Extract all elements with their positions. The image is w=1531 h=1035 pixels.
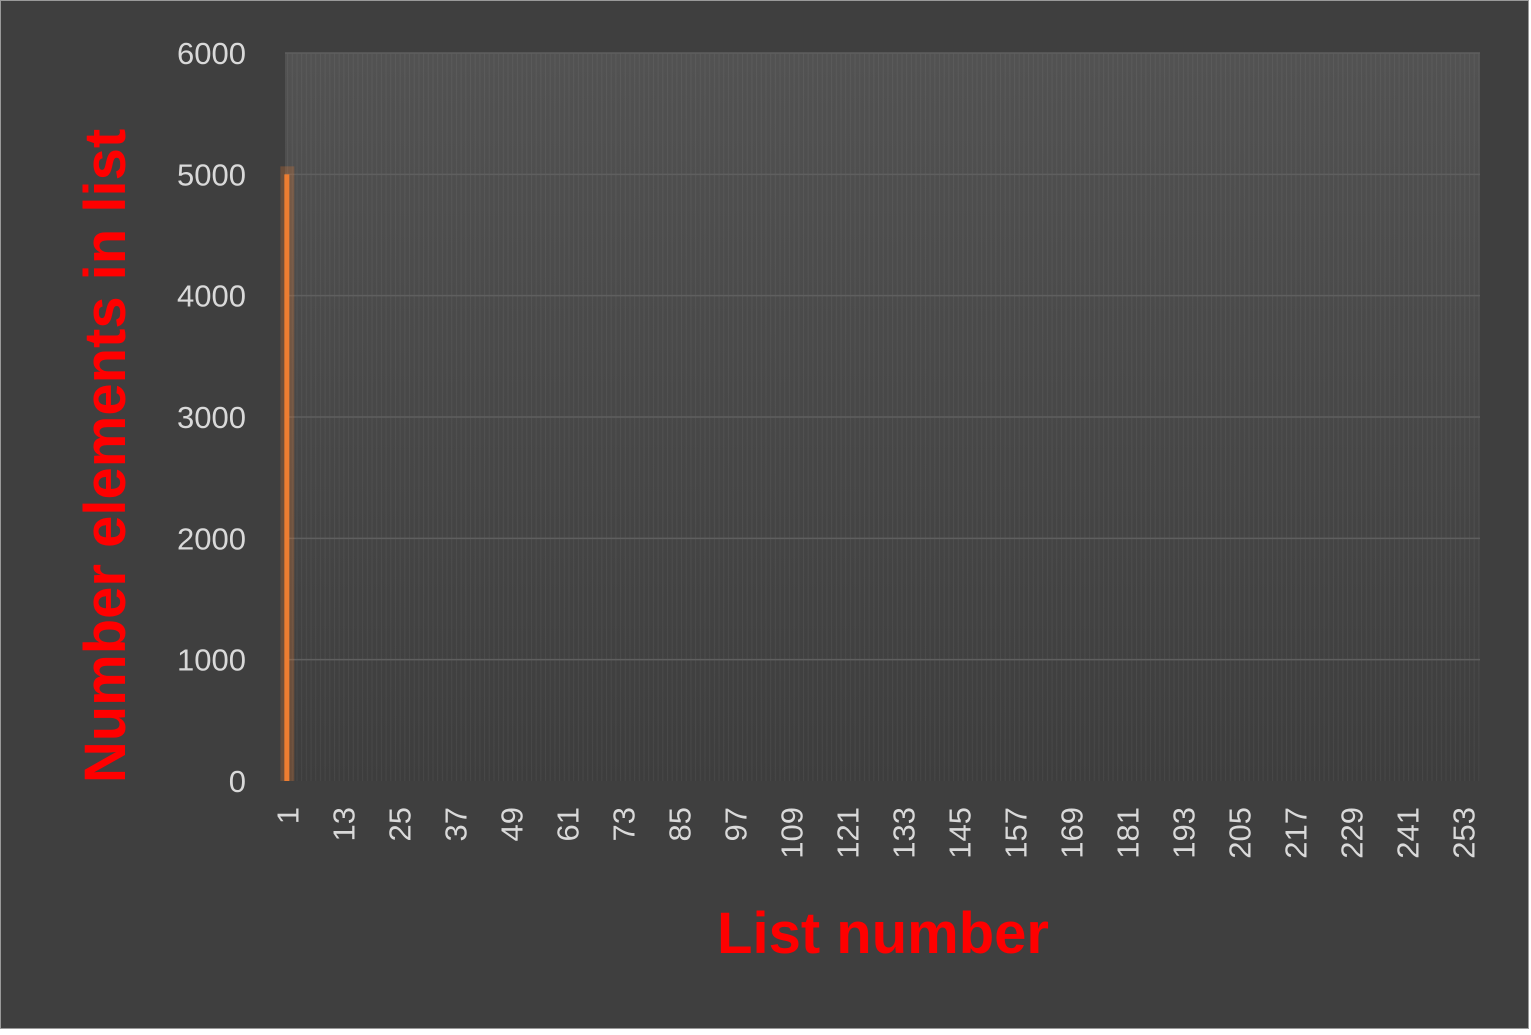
x-tick-label: 25 <box>382 807 417 841</box>
x-tick-label: 49 <box>494 807 529 841</box>
y-tick-label: 2000 <box>177 521 246 556</box>
y-axis-title: Number elements in list <box>73 129 138 783</box>
y-axis-ticks: 0 1000 2000 3000 4000 5000 6000 <box>177 36 246 799</box>
x-tick-label: 241 <box>1391 807 1426 859</box>
x-tick-label: 229 <box>1335 807 1370 859</box>
y-tick-label: 5000 <box>177 157 246 192</box>
x-tick-label: 121 <box>830 807 865 859</box>
x-tick-label: 217 <box>1279 807 1314 859</box>
x-tick-label: 73 <box>606 807 641 841</box>
x-tick-label: 13 <box>326 807 361 841</box>
y-tick-label: 3000 <box>177 400 246 435</box>
x-tick-label: 253 <box>1447 807 1482 859</box>
x-tick-label: 97 <box>718 807 753 841</box>
x-tick-label: 133 <box>887 807 922 859</box>
y-tick-label: 6000 <box>177 36 246 71</box>
x-tick-label: 157 <box>999 807 1034 859</box>
x-tick-label: 61 <box>550 807 585 841</box>
x-tick-label: 169 <box>1055 807 1090 859</box>
x-tick-label: 109 <box>774 807 809 859</box>
x-tick-label: 37 <box>438 807 473 841</box>
y-tick-label: 1000 <box>177 643 246 678</box>
y-tick-label: 4000 <box>177 279 246 314</box>
x-tick-label: 181 <box>1111 807 1146 859</box>
x-tick-label: 85 <box>662 807 697 841</box>
x-tick-label: 1 <box>270 807 305 824</box>
x-axis-title: List number <box>717 901 1049 966</box>
y-tick-label: 0 <box>229 764 246 799</box>
x-tick-label: 193 <box>1167 807 1202 859</box>
bar-list-1 <box>284 174 290 782</box>
x-tick-label: 205 <box>1223 807 1258 859</box>
x-tick-label: 145 <box>943 807 978 859</box>
gridlines <box>285 52 1480 661</box>
bars <box>280 166 295 782</box>
x-axis-ticks: 1 13 25 37 49 61 73 85 97 109 121 133 145 157 169 181 19… <box>270 807 1481 859</box>
